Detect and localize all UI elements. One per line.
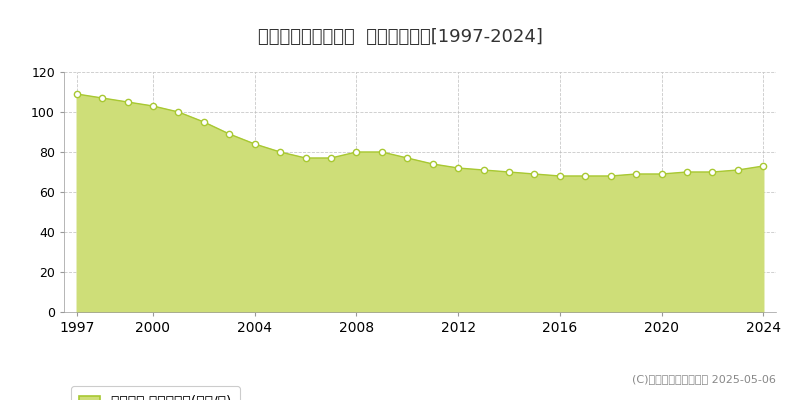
Legend: 基準地価 平均坪単価(万円/坪): 基準地価 平均坪単価(万円/坪) [71,386,240,400]
Text: 大阪市平野区平野西  基準地価推移[1997-2024]: 大阪市平野区平野西 基準地価推移[1997-2024] [258,28,542,46]
Text: (C)土地価格ドットコム 2025-05-06: (C)土地価格ドットコム 2025-05-06 [632,374,776,384]
